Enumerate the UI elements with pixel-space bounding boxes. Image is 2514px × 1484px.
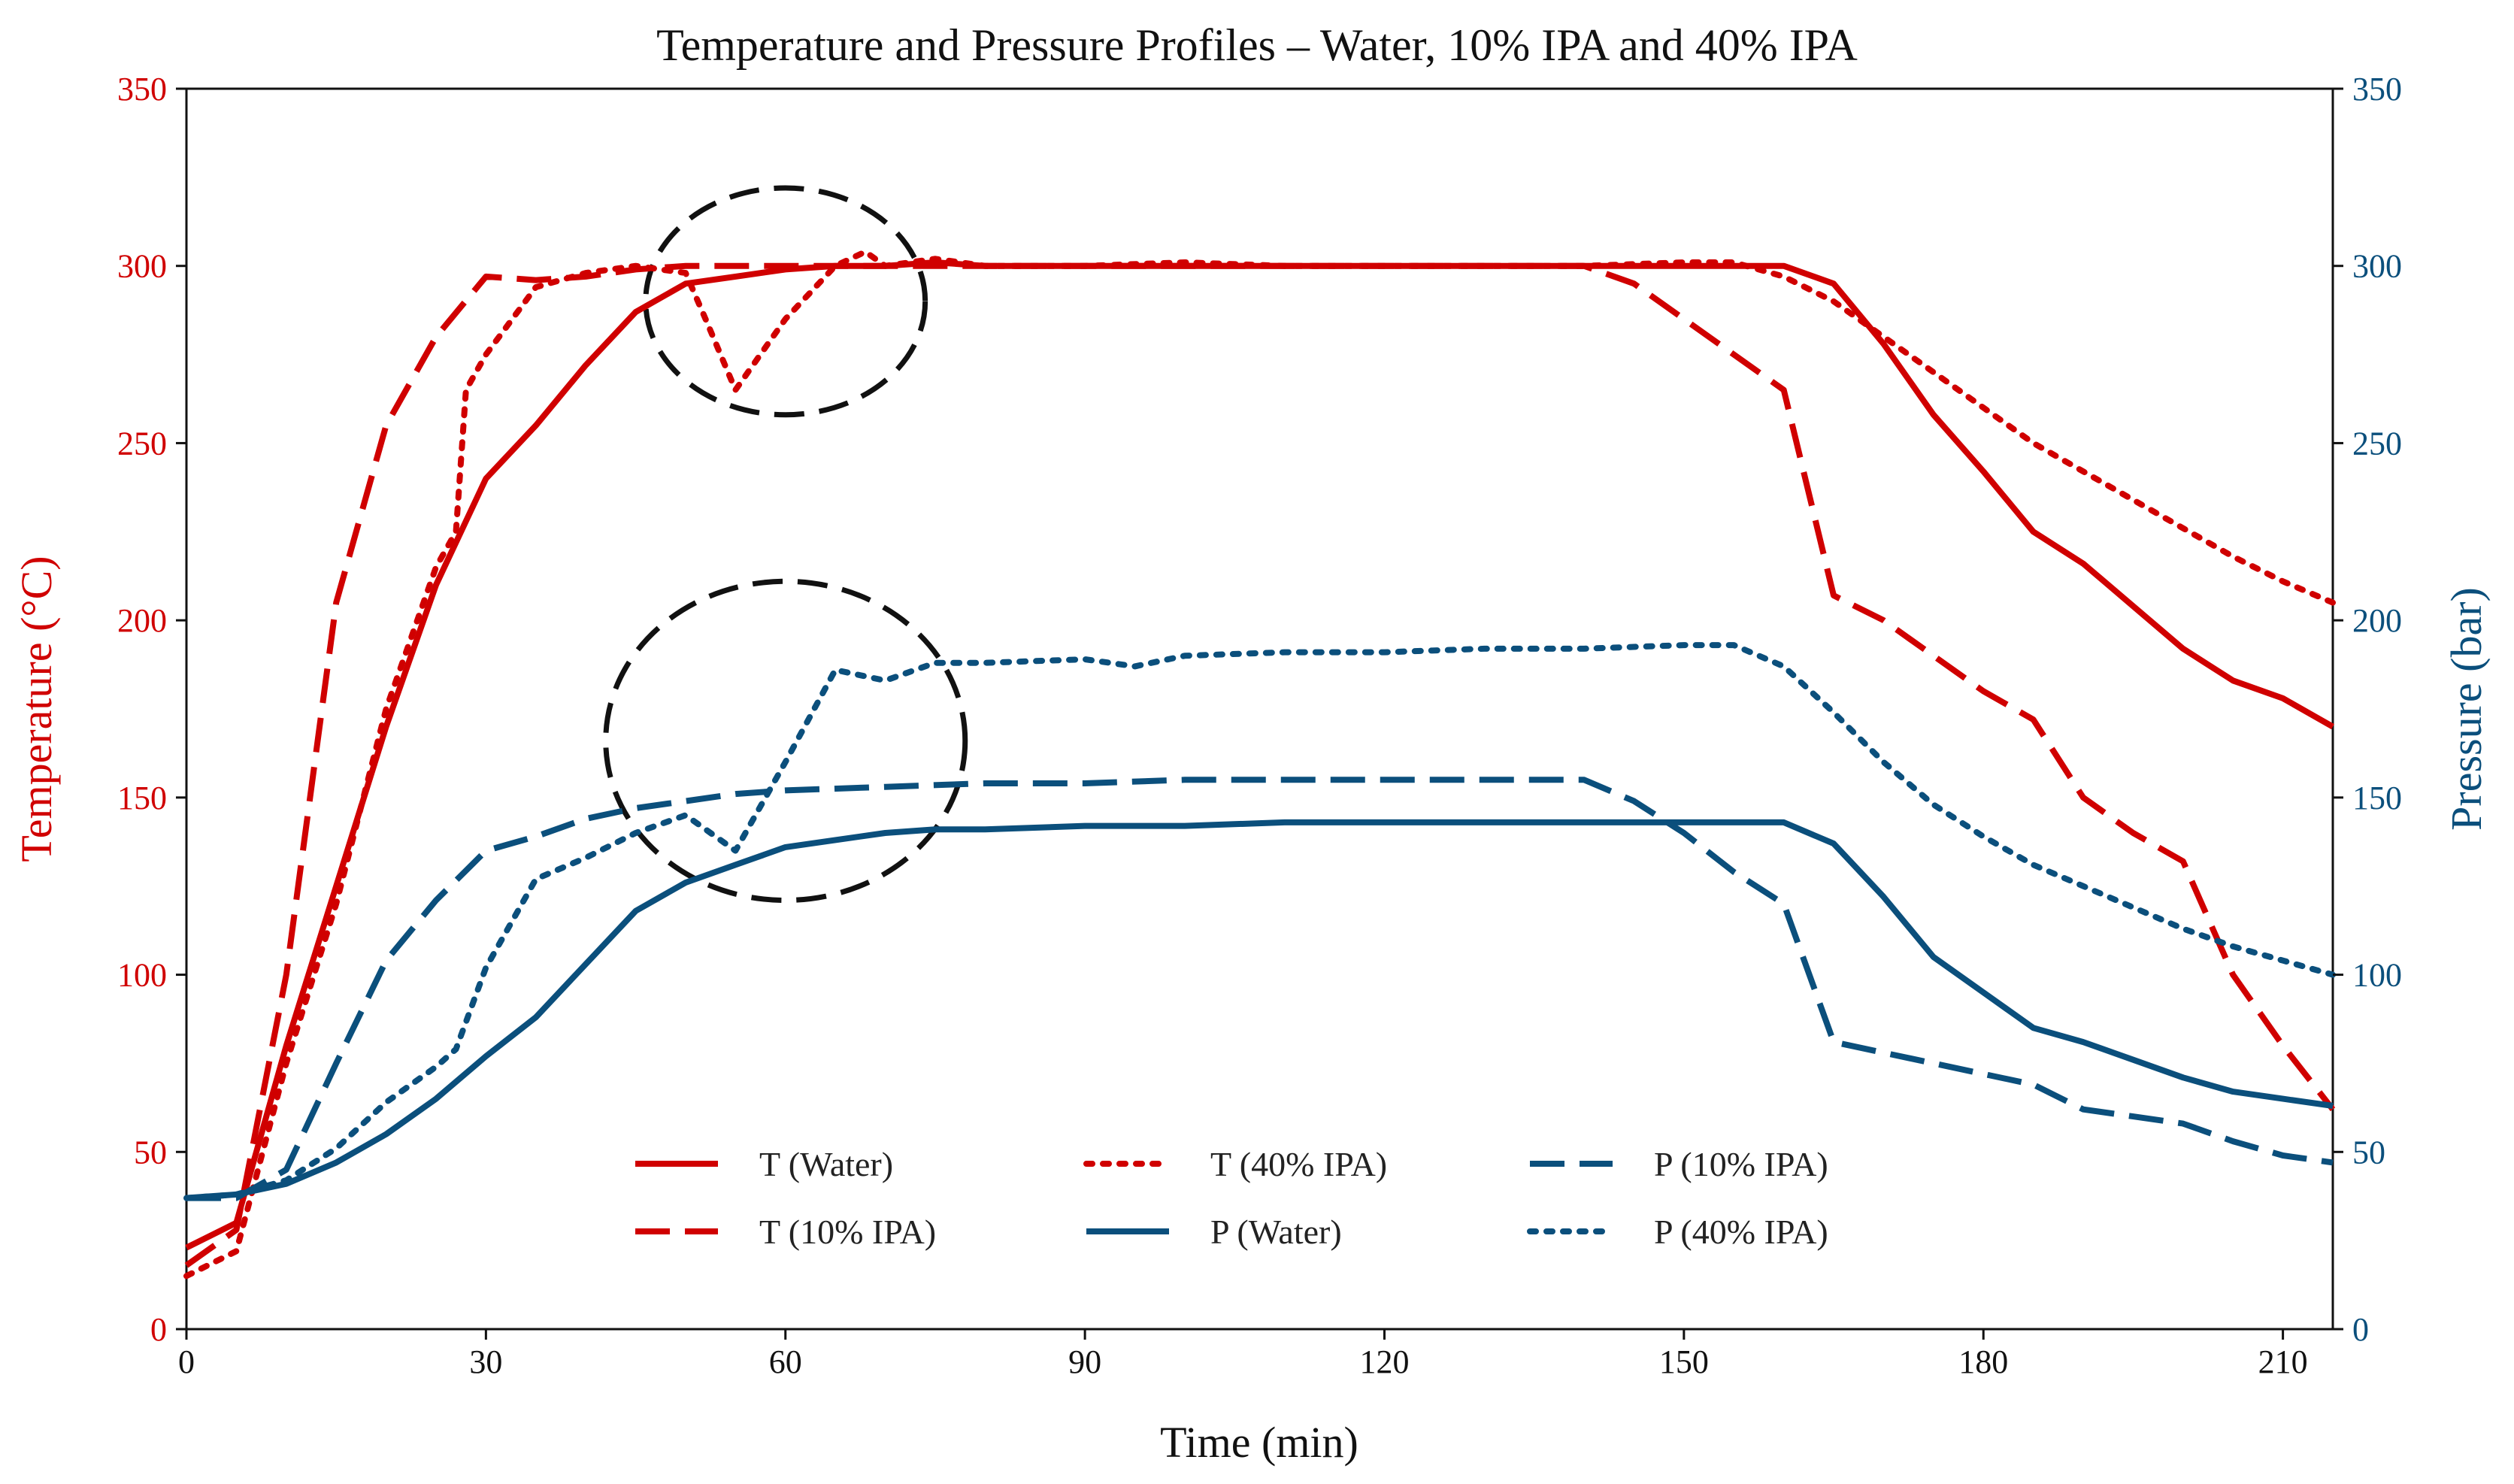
legend-t-water-label: T (Water): [759, 1145, 893, 1183]
x-tick-label: 60: [769, 1343, 802, 1380]
right-y-tick-label: 250: [2352, 425, 2402, 462]
series-p-water: [186, 819, 2334, 1201]
left-y-tick-label: 350: [117, 71, 167, 108]
x-axis: 0 30 60 90 120 150 180 210: [178, 1329, 2308, 1380]
x-tick-label: 0: [178, 1343, 195, 1380]
right-y-tick-label: 50: [2352, 1134, 2385, 1171]
left-y-tick-label: 150: [117, 780, 167, 816]
series-lines: [183, 248, 2336, 1280]
legend-p-10-ipa-label: P (10% IPA): [1654, 1145, 1828, 1183]
x-tick-label: 180: [1958, 1343, 2008, 1380]
x-tick-label: 90: [1068, 1343, 1101, 1380]
x-tick-label: 120: [1359, 1343, 1409, 1380]
right-y-tick-label: 0: [2352, 1311, 2369, 1348]
series-t-40-ipa: [183, 248, 2336, 1280]
plot-area: [183, 87, 2336, 1331]
right-y-tick-label: 100: [2352, 957, 2402, 994]
legend-p-water-label: P (Water): [1210, 1213, 1342, 1251]
right-y-tick-label: 150: [2352, 780, 2402, 816]
legend-p-40-ipa-label: P (40% IPA): [1654, 1213, 1828, 1251]
x-tick-label: 150: [1659, 1343, 1709, 1380]
legend-t-10-ipa-label: T (10% IPA): [759, 1213, 936, 1251]
left-y-tick-label: 250: [117, 425, 167, 462]
left-y-axis: 0 50 100 150 200 250 300 350: [117, 71, 186, 1348]
left-y-axis-title: Temperature (°C): [12, 556, 61, 862]
left-y-tick-label: 50: [134, 1134, 167, 1171]
x-axis-title: Time (min): [1160, 1418, 1358, 1467]
left-y-tick-label: 300: [117, 248, 167, 285]
legend-t-40-ipa-label: T (40% IPA): [1210, 1145, 1387, 1183]
right-y-tick-label: 200: [2352, 602, 2402, 639]
pressure-dip-circle: [603, 578, 968, 904]
right-y-tick-label: 300: [2352, 248, 2402, 285]
legend: T (Water) T (10% IPA) T (40% IPA) P (Water)…: [635, 1145, 1828, 1251]
right-y-axis-title: Pressure (bar): [2442, 587, 2491, 831]
left-y-tick-label: 0: [150, 1311, 167, 1348]
right-y-tick-label: 350: [2352, 71, 2402, 108]
left-y-tick-label: 100: [117, 957, 167, 994]
temperature-dip-circle: [643, 185, 928, 418]
x-tick-label: 210: [2258, 1343, 2308, 1380]
chart-title: Temperature and Pressure Profiles – Wate…: [656, 20, 1858, 70]
series-p-40-ipa: [183, 642, 2336, 1201]
series-t-water: [185, 259, 2334, 1251]
x-tick-label: 30: [469, 1343, 502, 1380]
left-y-tick-label: 200: [117, 602, 167, 639]
series-p-10-ipa: [186, 777, 2334, 1201]
annotations: [603, 185, 968, 904]
right-y-axis: 0 50 100 150 200 250 300 350: [2333, 71, 2402, 1348]
plot-frame: [185, 87, 2334, 1331]
series-t-10-ipa: [184, 262, 2336, 1268]
